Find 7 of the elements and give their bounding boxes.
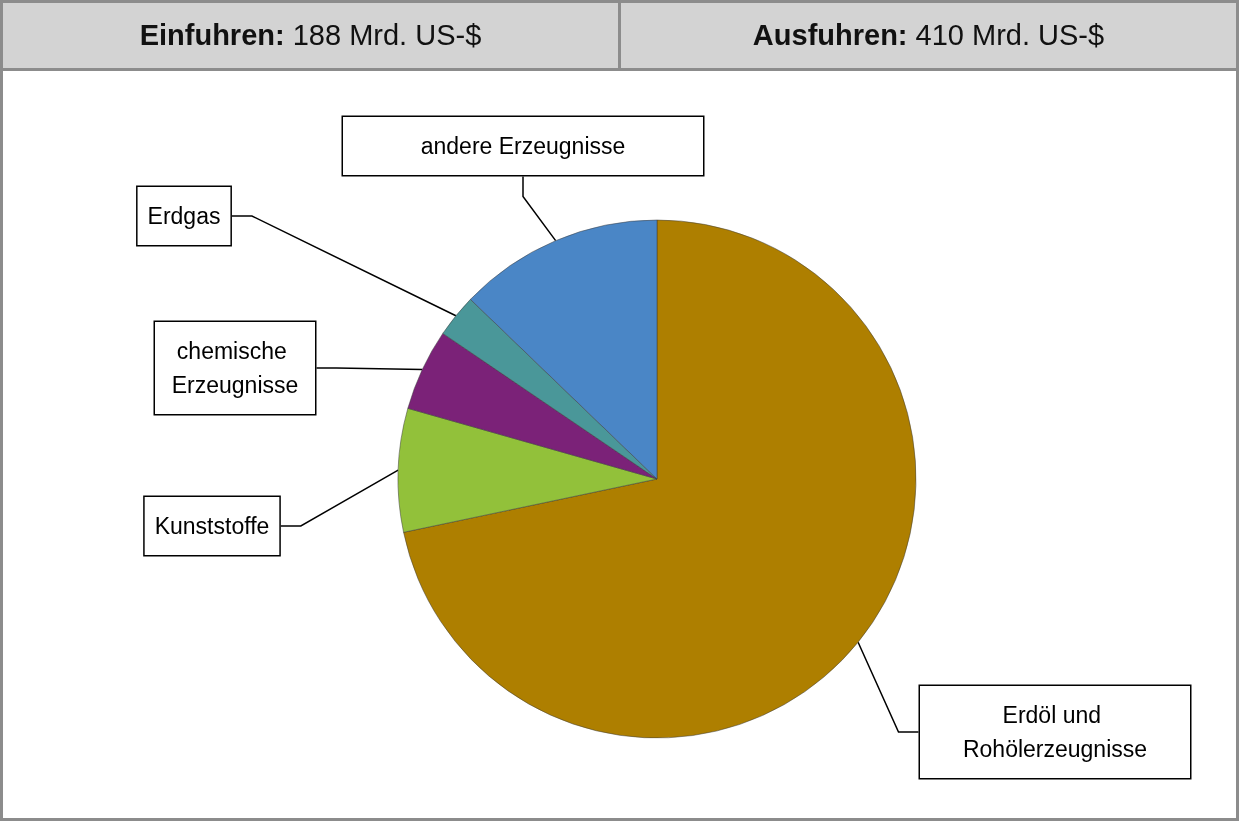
slice-label: Erdgas xyxy=(147,203,221,229)
slice-label: Kunststoffe xyxy=(154,513,270,539)
slice-label: andere Erzeugnisse xyxy=(420,133,626,159)
slice-label: Erdöl und Rohölerzeugnisse xyxy=(962,702,1148,762)
text: Einfuhren: 188 Mrd. US-$ xyxy=(139,19,482,52)
text: Ausfuhren: 410 Mrd. US-$ xyxy=(752,19,1105,52)
slice-label: chemische Erzeugnisse xyxy=(171,338,299,398)
